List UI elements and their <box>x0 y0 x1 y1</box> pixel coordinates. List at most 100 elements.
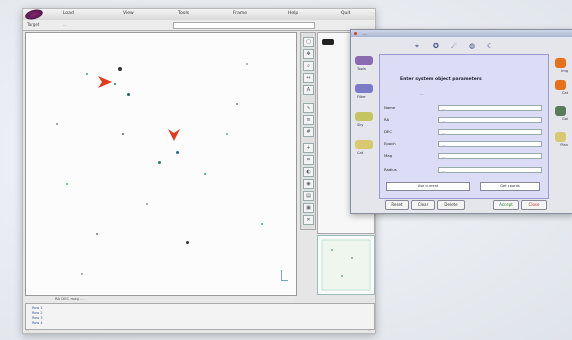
star <box>204 173 206 175</box>
zoom-tool-icon[interactable]: ⌕ <box>303 61 314 71</box>
close-button[interactable]: Close <box>521 200 547 210</box>
telescope-icon[interactable]: ⌖ <box>415 42 419 50</box>
field-label: Name <box>384 105 396 110</box>
name-input[interactable]: ... <box>438 105 542 111</box>
accept-button[interactable]: Accept <box>493 200 519 210</box>
star <box>158 161 161 164</box>
arrow-down-icon <box>168 129 180 141</box>
menu-tools[interactable]: Tools <box>178 11 190 16</box>
dialog-buttons: Reset Clear Delete Accept Close <box>381 200 551 210</box>
galaxy-label: Gal <box>562 117 568 121</box>
measurement-panel: Row 1 Row 2 Row 3 Row 4 <box>25 303 375 330</box>
get-coords-button[interactable]: Get coords <box>480 182 540 191</box>
satellite-icon[interactable]: ✪ <box>433 42 439 50</box>
cross-tool-icon[interactable]: + <box>303 143 314 153</box>
planet-icon[interactable]: ◍ <box>469 42 476 50</box>
star <box>261 223 263 225</box>
target-star <box>176 151 179 154</box>
image-server-label: Img <box>561 69 568 73</box>
toolbar: Target ... <box>23 20 375 31</box>
use-current-button[interactable]: Use current <box>386 182 470 191</box>
zoom-preview <box>317 235 375 295</box>
form-row-radius: Radius ... <box>384 167 544 173</box>
footer-left-text: ... <box>26 328 30 332</box>
star <box>146 203 148 205</box>
star <box>86 73 88 75</box>
catalog-server-label: Cat <box>561 91 568 95</box>
form-row-mag: Mag ... <box>384 153 544 159</box>
catalog-icon[interactable] <box>355 140 373 149</box>
star <box>96 233 98 235</box>
planet-server-label: Plan <box>560 143 568 147</box>
status-bar: RA DEC mag ... <box>25 296 295 302</box>
close-window-icon[interactable] <box>354 32 357 35</box>
label-tool-icon[interactable]: A <box>303 85 314 95</box>
measure-tool-icon[interactable]: ↔ <box>303 73 314 83</box>
galaxy-icon[interactable] <box>555 106 566 116</box>
star <box>122 133 124 135</box>
footer-right-text: ... <box>367 328 371 332</box>
command-input[interactable] <box>173 22 315 29</box>
form-row-ra: RA ... <box>384 117 544 123</box>
print-tool-icon[interactable]: ▤ <box>303 191 314 201</box>
grid-tool-icon[interactable]: # <box>303 127 314 137</box>
list-item[interactable]: Row 2 <box>32 311 43 315</box>
rgb-tool-icon[interactable]: ◐ <box>303 167 314 177</box>
sky-icon[interactable] <box>355 112 373 121</box>
target-label: Target <box>27 22 40 27</box>
orientation-axes <box>281 270 288 281</box>
catalog-server-icon[interactable] <box>555 80 566 90</box>
select-tool-icon[interactable]: ▢ <box>303 37 314 47</box>
planet-server-icon[interactable] <box>555 132 566 142</box>
preview-image <box>321 239 371 291</box>
form-row-dec: DEC ... <box>384 129 544 135</box>
field-label: Epoch <box>384 141 396 146</box>
tools-icon[interactable] <box>355 56 373 65</box>
dec-input[interactable]: ... <box>438 129 542 135</box>
filter-icon-label: Filter <box>357 95 366 99</box>
list-item[interactable]: Row 3 <box>32 316 43 320</box>
radius-input[interactable]: ... <box>438 167 542 173</box>
sky-image-view[interactable] <box>25 32 297 296</box>
moon-icon[interactable]: ☾ <box>487 42 494 50</box>
image-server-icon[interactable] <box>555 58 566 68</box>
save-tool-icon[interactable]: ▣ <box>303 203 314 213</box>
sky-icon-label: Sky <box>357 123 364 127</box>
mag-input[interactable]: ... <box>438 153 542 159</box>
menu-help[interactable]: Help <box>288 11 299 16</box>
star <box>236 103 238 105</box>
menu-view[interactable]: View <box>123 11 134 16</box>
filter-tool-icon[interactable]: ≡ <box>303 115 314 125</box>
dialog-titlebar: ... <box>351 30 572 37</box>
list-item[interactable]: Row 4 <box>32 321 43 325</box>
menu-load[interactable]: Load <box>63 11 74 16</box>
epoch-input[interactable]: ... <box>438 141 542 147</box>
reset-button[interactable]: Reset <box>385 200 409 210</box>
comet-icon[interactable]: ☄ <box>451 42 458 50</box>
star <box>226 133 228 135</box>
star <box>127 93 130 96</box>
pan-tool-icon[interactable]: ✥ <box>303 49 314 59</box>
tool-column: ▢ ✥ ⌕ ↔ A ∿ ≡ # + ⌗ ◐ ◉ ▤ ▣ ✕ <box>300 32 316 230</box>
catalog-icon-label: Cat <box>357 151 364 155</box>
field-label: RA <box>384 117 390 122</box>
menu-quit[interactable]: Quit <box>341 11 351 16</box>
field-label: Mag <box>384 153 393 158</box>
menu-frame[interactable]: Frame <box>233 11 248 16</box>
delete-tool-icon[interactable]: ✕ <box>303 215 314 225</box>
form-heading: Enter system object parameters <box>400 77 482 82</box>
layer-thumbnail-icon[interactable] <box>322 39 334 45</box>
ra-input[interactable]: ... <box>438 117 542 123</box>
sky-viewer-window: Load View Tools Frame Help Quit Target .… <box>22 7 376 334</box>
clear-button[interactable]: Clear <box>411 200 435 210</box>
crop-tool-icon[interactable]: ⌗ <box>303 155 314 165</box>
blink-tool-icon[interactable]: ◉ <box>303 179 314 189</box>
filter-icon[interactable] <box>355 84 373 93</box>
list-item[interactable]: Row 1 <box>32 306 43 310</box>
contour-tool-icon[interactable]: ∿ <box>303 103 314 113</box>
object-parameters-dialog: ... ⌖ ✪ ☄ ◍ ☾ Tools Filter Sky Cat Img C… <box>350 29 572 214</box>
star <box>56 123 58 125</box>
delete-button[interactable]: Delete <box>437 200 465 210</box>
dialog-left-icons: Tools Filter Sky Cat <box>353 54 377 174</box>
tools-icon-label: Tools <box>357 67 366 71</box>
